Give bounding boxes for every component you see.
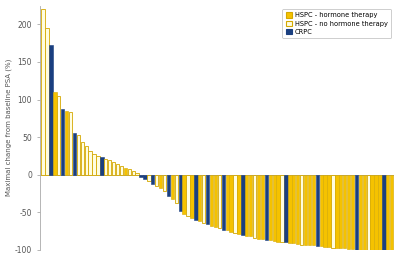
Bar	[316, 175, 319, 246]
Bar	[269, 175, 272, 240]
Bar	[116, 164, 119, 175]
Bar	[186, 175, 190, 216]
Bar	[151, 175, 154, 184]
Bar	[81, 143, 84, 175]
Bar	[65, 111, 68, 175]
Bar	[100, 157, 104, 175]
Bar	[308, 175, 311, 245]
Bar	[249, 175, 252, 236]
Bar	[359, 175, 362, 250]
Bar	[132, 171, 135, 175]
Bar	[112, 162, 115, 175]
Bar	[324, 175, 327, 247]
Bar	[147, 175, 150, 181]
Bar	[233, 175, 237, 233]
Bar	[128, 169, 131, 175]
Bar	[218, 175, 221, 228]
Bar	[363, 175, 366, 250]
Bar	[343, 175, 346, 248]
Bar	[378, 175, 382, 250]
Bar	[390, 175, 393, 250]
Bar	[327, 175, 331, 247]
Bar	[61, 109, 64, 175]
Bar	[280, 175, 284, 242]
Bar	[124, 168, 127, 175]
Bar	[190, 175, 194, 218]
Bar	[237, 175, 241, 234]
Bar	[88, 151, 92, 175]
Bar	[253, 175, 256, 238]
Bar	[320, 175, 323, 246]
Bar	[300, 175, 303, 245]
Bar	[96, 156, 100, 175]
Bar	[136, 173, 139, 175]
Bar	[46, 28, 49, 175]
Bar	[69, 112, 72, 175]
Bar	[339, 175, 342, 248]
Bar	[257, 175, 260, 239]
Bar	[108, 161, 111, 175]
Bar	[214, 175, 217, 227]
Bar	[139, 175, 143, 177]
Bar	[84, 146, 88, 175]
Bar	[194, 175, 198, 220]
Bar	[241, 175, 244, 235]
Bar	[198, 175, 202, 221]
Bar	[272, 175, 276, 241]
Bar	[206, 175, 209, 224]
Bar	[370, 175, 374, 250]
Bar	[261, 175, 264, 239]
Bar	[175, 175, 178, 203]
Bar	[182, 175, 186, 214]
Bar	[73, 133, 76, 175]
Bar	[366, 175, 370, 250]
Bar	[230, 175, 233, 232]
Bar	[155, 175, 158, 186]
Bar	[284, 175, 288, 242]
Bar	[331, 175, 335, 248]
Bar	[347, 175, 350, 249]
Bar	[53, 92, 56, 175]
Bar	[335, 175, 338, 248]
Bar	[104, 159, 108, 175]
Legend: HSPC - hormone therapy, HSPC - no hormone therapy, CRPC: HSPC - hormone therapy, HSPC - no hormon…	[282, 9, 391, 38]
Bar	[171, 175, 174, 199]
Bar	[245, 175, 248, 236]
Bar	[202, 175, 205, 223]
Bar	[374, 175, 378, 250]
Bar	[42, 9, 45, 175]
Bar	[49, 45, 53, 175]
Bar	[167, 175, 170, 196]
Bar	[355, 175, 358, 250]
Bar	[163, 175, 166, 191]
Bar	[296, 175, 299, 244]
Bar	[386, 175, 390, 250]
Bar	[222, 175, 225, 230]
Bar	[292, 175, 296, 243]
Bar	[92, 154, 96, 175]
Bar	[143, 175, 147, 179]
Bar	[77, 135, 80, 175]
Bar	[178, 175, 182, 211]
Bar	[120, 167, 123, 175]
Bar	[265, 175, 268, 240]
Bar	[382, 175, 386, 250]
Bar	[57, 96, 60, 175]
Bar	[276, 175, 280, 242]
Bar	[351, 175, 354, 249]
Bar	[159, 175, 162, 188]
Bar	[226, 175, 229, 230]
Bar	[304, 175, 307, 245]
Y-axis label: Maximal change from baseline PSA (%): Maximal change from baseline PSA (%)	[6, 59, 12, 197]
Bar	[312, 175, 315, 245]
Bar	[210, 175, 213, 226]
Bar	[288, 175, 292, 243]
